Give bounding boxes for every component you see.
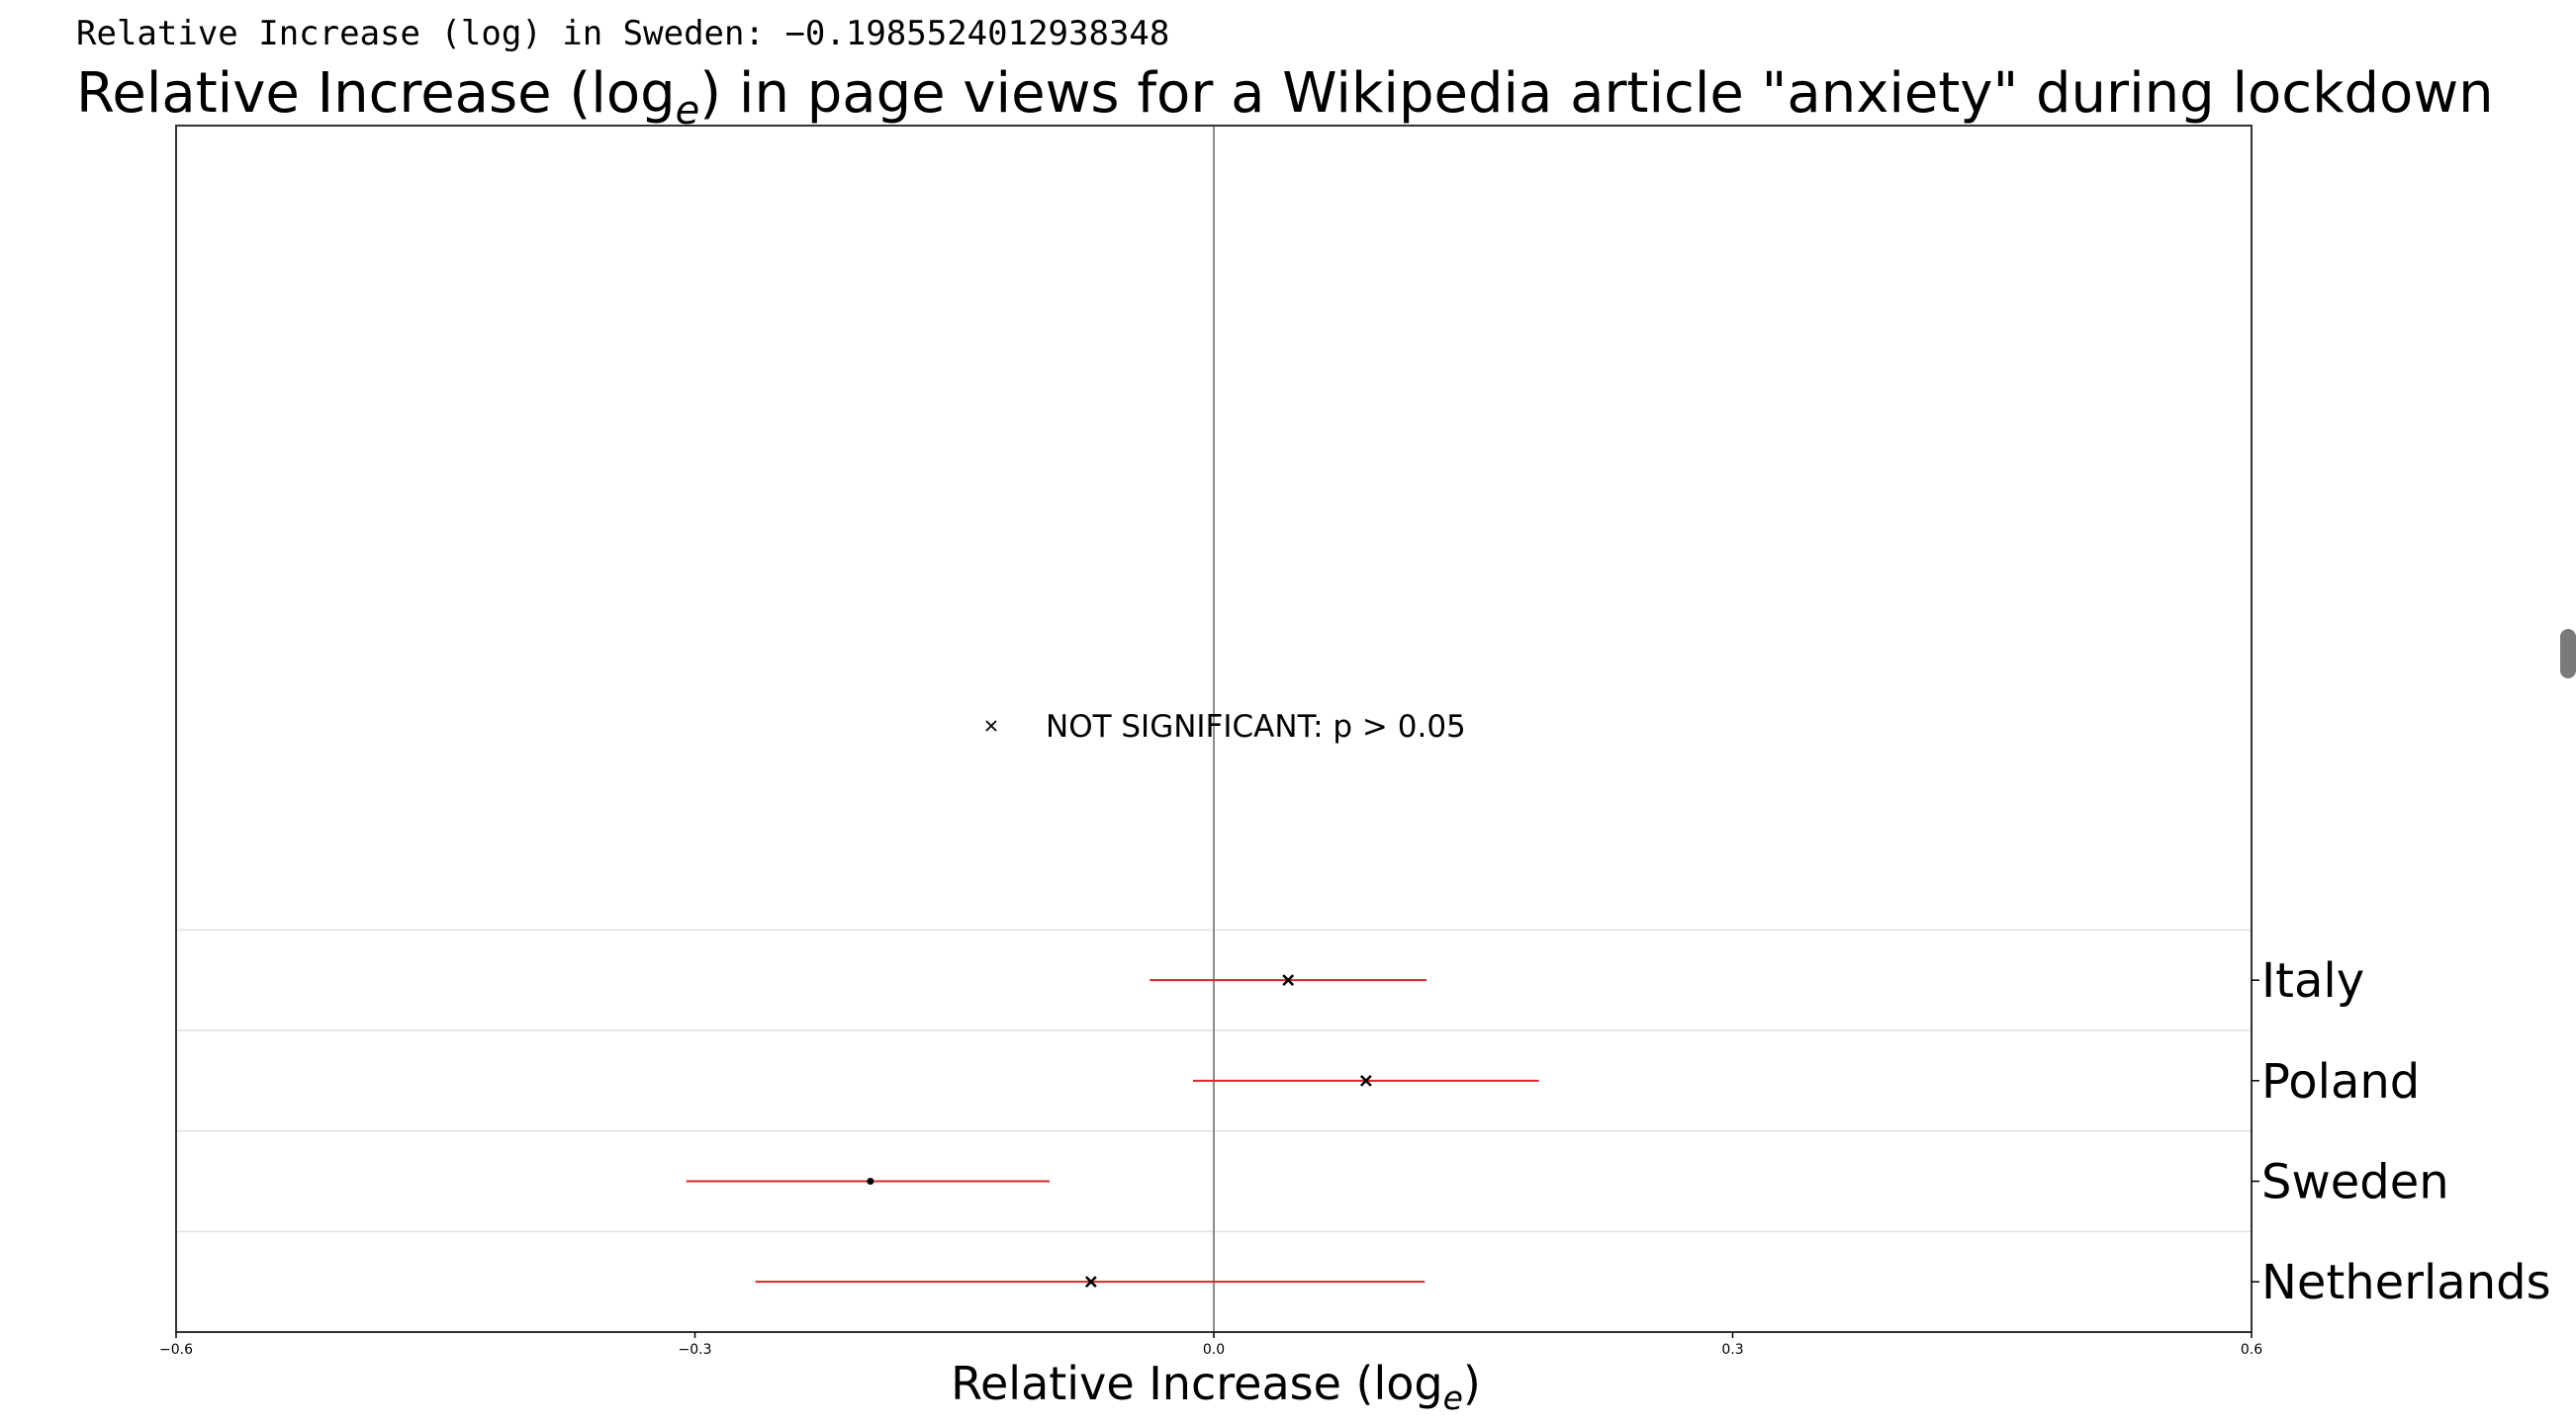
scrollbar-thumb[interactable] (2560, 629, 2576, 678)
chart-title: Relative Increase (loge) in page views f… (76, 61, 2494, 134)
x-tick-label: −0.6 (159, 1342, 193, 1358)
estimate-x-marker-netherlands (1084, 1276, 1097, 1289)
x-tick-label: 0.6 (2241, 1342, 2262, 1358)
x-axis-label-suffix: ) (1463, 1357, 1481, 1410)
chart-title-subscript: e (676, 88, 700, 134)
x-axis-label-prefix: Relative Increase (log (951, 1357, 1443, 1410)
country-label-sweden: Sweden (2261, 1155, 2449, 1210)
x-axis-label-subscript: e (1443, 1379, 1463, 1417)
x-tick-label: −0.3 (679, 1342, 712, 1358)
legend-x-marker (985, 720, 997, 732)
country-label-italy: Italy (2261, 953, 2364, 1009)
chart-title-prefix: Relative Increase (log (76, 61, 676, 126)
estimate-x-marker-poland (1359, 1074, 1372, 1087)
x-tick-label: 0.3 (1721, 1342, 1743, 1358)
value-readout: Relative Increase (log) in Sweden: −0.19… (76, 14, 1170, 53)
country-label-netherlands: Netherlands (2261, 1255, 2551, 1310)
plot-area: −0.6 −0.3 0.0 0.3 0.6 Italy Poland Sweden Nether… (159, 125, 2551, 1358)
x-tick-label: 0.0 (1203, 1342, 1225, 1358)
estimate-dot-sweden (867, 1178, 874, 1185)
x-axis-label: Relative Increase (loge) (951, 1357, 1481, 1417)
country-label-poland: Poland (2261, 1054, 2420, 1110)
estimate-x-marker-italy (1282, 974, 1295, 987)
legend-label: NOT SIGNIFICANT: p > 0.05 (1046, 709, 1466, 745)
chart-title-suffix: ) in page views for a Wikipedia article … (699, 61, 2493, 126)
